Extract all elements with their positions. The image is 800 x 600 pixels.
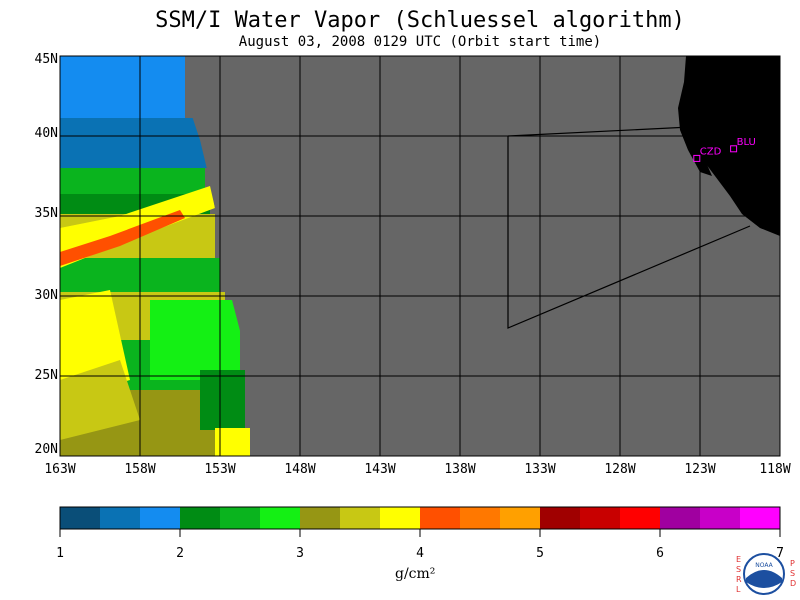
colorbar-tick-3: 3 <box>296 546 304 561</box>
lat-label-20n: 20N <box>34 442 58 457</box>
water-vapor-swath-band <box>60 118 210 168</box>
logo-letter: S <box>736 565 741 574</box>
colorbar-swatch <box>420 507 460 529</box>
colorbar-swatch <box>540 507 580 529</box>
colorbar-swatch <box>260 507 300 529</box>
water-vapor-swath-band <box>150 300 240 380</box>
logo-letter: P <box>790 559 795 568</box>
colorbar-swatch <box>580 507 620 529</box>
colorbar-tick-1: 1 <box>56 546 64 561</box>
colorbar-swatch <box>180 507 220 529</box>
colorbar-tick-7: 7 <box>776 546 784 561</box>
colorbar-swatch <box>380 507 420 529</box>
station-label: BLU <box>737 137 756 148</box>
noaa-wave-icon <box>746 570 782 588</box>
colorbar-swatch <box>140 507 180 529</box>
colorbar-swatch <box>300 507 340 529</box>
lon-label-138w: 138W <box>444 462 476 477</box>
land-california <box>678 56 780 236</box>
colorbar-swatch <box>340 507 380 529</box>
noaa-esrl-psd-logo: E S R L P S D NOAA <box>736 553 796 595</box>
colorbar-swatch <box>620 507 660 529</box>
lon-label-118w: 118W <box>759 462 791 477</box>
logo-letter: S <box>790 569 795 578</box>
lon-label-128w: 128W <box>604 462 636 477</box>
swath-edge-mask <box>186 56 270 456</box>
colorbar-tick-2: 2 <box>176 546 184 561</box>
colorbar-swatch <box>740 507 780 529</box>
noaa-text: NOAA <box>755 562 773 569</box>
station-marker <box>693 154 701 162</box>
colorbar-tick-6: 6 <box>656 546 664 561</box>
analysis-region-outline <box>507 126 691 137</box>
lon-label-163w: 163W <box>44 462 76 477</box>
lon-label-158w: 158W <box>124 462 156 477</box>
lon-label-143w: 143W <box>364 462 396 477</box>
water-vapor-swath-band <box>60 56 185 118</box>
colorbar-swatch <box>460 507 500 529</box>
water-vapor-swath-band <box>200 370 245 430</box>
logo-letter: E <box>736 555 741 564</box>
colorbar-swatch <box>660 507 700 529</box>
station-marker <box>730 145 738 153</box>
lat-label-45n: 45N <box>34 52 58 67</box>
lon-label-123w: 123W <box>684 462 716 477</box>
chart-title: SSM/I Water Vapor (Schluessel algorithm) <box>155 8 685 33</box>
lon-label-148w: 148W <box>284 462 316 477</box>
water-vapor-swath-band <box>215 428 250 456</box>
analysis-region-outline <box>507 136 751 329</box>
logo-letter: R <box>736 575 742 584</box>
colorbar-swatch <box>500 507 540 529</box>
logo-letter: L <box>736 585 741 594</box>
lat-label-30n: 30N <box>34 288 58 303</box>
colorbar-swatch <box>100 507 140 529</box>
station-label: CZD <box>700 146 722 157</box>
colorbar-swatch <box>60 507 100 529</box>
moisture-plume-red <box>60 210 185 266</box>
colorbar-unit: g/cm² <box>395 566 436 582</box>
moisture-area-olive <box>60 360 140 440</box>
colorbar-swatch <box>220 507 260 529</box>
water-vapor-swath-band <box>60 168 205 194</box>
colorbar-tick-5: 5 <box>536 546 544 561</box>
logo-letter: D <box>790 579 796 588</box>
lon-label-133w: 133W <box>524 462 556 477</box>
colorbar-swatch <box>700 507 740 529</box>
chart-subtitle: August 03, 2008 0129 UTC (Orbit start ti… <box>238 34 602 50</box>
map-frame <box>59 55 781 457</box>
lat-label-25n: 25N <box>34 368 58 383</box>
colorbar-tick-4: 4 <box>416 546 424 561</box>
lon-label-153w: 153W <box>204 462 236 477</box>
lat-label-40n: 40N <box>34 126 58 141</box>
esrl-vertical-text: E S R L P S D <box>736 555 796 594</box>
lat-label-35n: 35N <box>34 206 58 221</box>
